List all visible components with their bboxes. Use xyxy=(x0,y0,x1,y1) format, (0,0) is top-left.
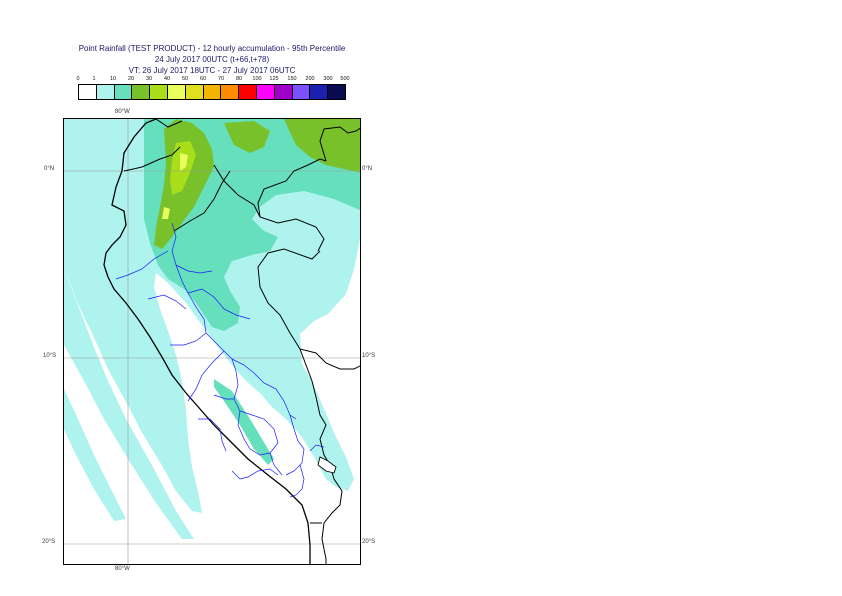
rain-area-medium xyxy=(214,379,274,465)
legend-label: 125 xyxy=(269,76,279,82)
legend-swatch xyxy=(274,85,293,99)
coastline xyxy=(103,119,311,564)
rain-core xyxy=(162,207,170,219)
lon-label-top: 80°W xyxy=(115,109,130,115)
rainfall-map xyxy=(63,118,361,565)
legend-swatch xyxy=(292,85,311,99)
legend-swatch xyxy=(239,85,257,99)
legend-label: 100 xyxy=(252,76,262,82)
legend-swatch xyxy=(310,85,329,99)
legend-swatch xyxy=(167,85,186,99)
graticule xyxy=(64,119,360,564)
legend-label: 150 xyxy=(287,76,297,82)
lake-titicaca xyxy=(317,456,337,474)
valid-time-line: VT: 26 July 2017 18UTC - 27 July 2017 06… xyxy=(128,66,296,75)
legend-swatch xyxy=(114,85,133,99)
rain-area-heavy xyxy=(284,119,360,173)
rain-core xyxy=(180,153,188,171)
legend-swatch xyxy=(132,85,151,99)
lat-label-left: 10°S xyxy=(43,353,57,359)
legend-swatch xyxy=(79,85,97,99)
legend-label: 300 xyxy=(323,76,333,82)
legend-color-bar xyxy=(78,84,346,100)
legend-swatch xyxy=(328,85,345,99)
legend-label: 40 xyxy=(163,76,171,82)
legend-label: 0 xyxy=(76,76,80,82)
rain-area-heavy xyxy=(224,121,270,153)
lat-label-right: 0°N xyxy=(362,166,373,172)
legend-label: 50 xyxy=(181,76,189,82)
lon-label-bottom: 80°W xyxy=(115,566,130,572)
rain-streak-ocean xyxy=(64,389,126,521)
legend-swatch xyxy=(203,85,222,99)
legend-swatch xyxy=(185,85,204,99)
legend-labels: 0 1 10 20 30 40 50 60 70 80 100 125 150 … xyxy=(0,76,842,86)
legend-label: 200 xyxy=(305,76,315,82)
legend-label: 60 xyxy=(199,76,207,82)
legend-swatch xyxy=(256,85,275,99)
legend-swatch xyxy=(150,85,168,99)
lat-label-left: 0°N xyxy=(44,166,55,172)
map-title: Point Rainfall (TEST PRODUCT) - 12 hourl… xyxy=(78,44,346,53)
legend-label: 500 xyxy=(340,76,350,82)
lat-label-left: 20°S xyxy=(42,539,56,545)
legend-label: 20 xyxy=(127,76,135,82)
legend-swatch xyxy=(221,85,240,99)
legend-label: 10 xyxy=(109,76,117,82)
legend-label: 80 xyxy=(235,76,243,82)
lat-label-right: 10°S xyxy=(362,353,376,359)
legend-swatch xyxy=(96,85,115,99)
region-boundaries xyxy=(115,222,325,498)
legend-label: 1 xyxy=(92,76,96,82)
legend-label: 70 xyxy=(217,76,225,82)
map-canvas xyxy=(64,119,360,564)
run-time-line: 24 July 2017 00UTC (t+66,t+78) xyxy=(154,55,270,64)
lat-label-right: 20°S xyxy=(362,539,376,545)
legend-label: 30 xyxy=(145,76,153,82)
